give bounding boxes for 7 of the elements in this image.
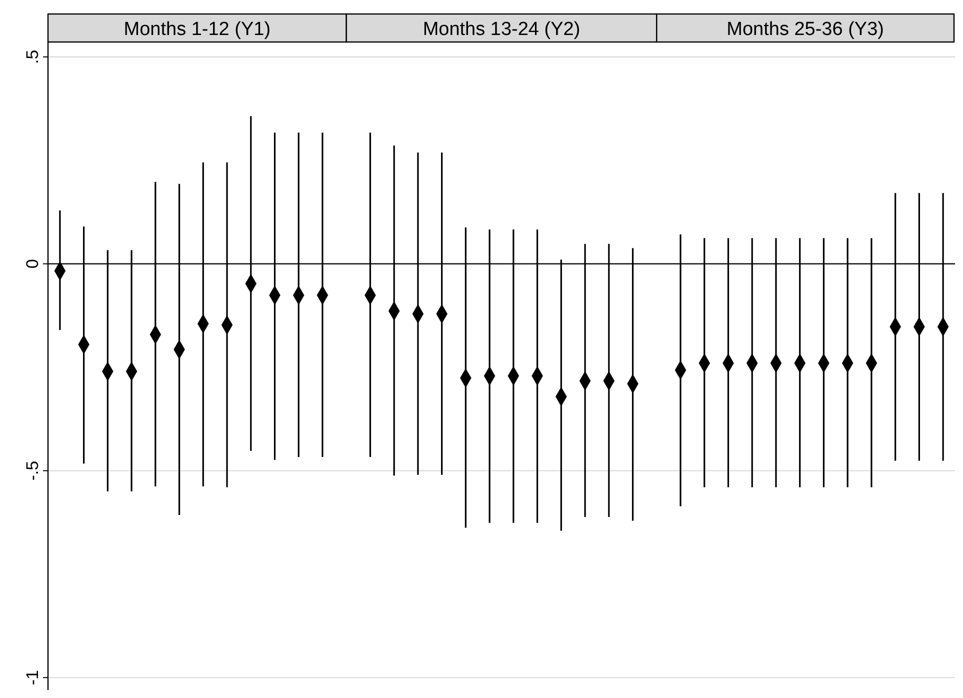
y-tick-label: .5	[23, 50, 42, 64]
text: Months 25-36 (Y3)	[726, 19, 884, 40]
y-tick-label: -1	[23, 670, 42, 686]
y-tick-label: -.5	[23, 460, 42, 481]
text: Months 13-24 (Y2)	[422, 19, 580, 40]
text: Months 1-12 (Y1)	[124, 19, 271, 40]
y-tick-label: 0	[23, 259, 42, 269]
